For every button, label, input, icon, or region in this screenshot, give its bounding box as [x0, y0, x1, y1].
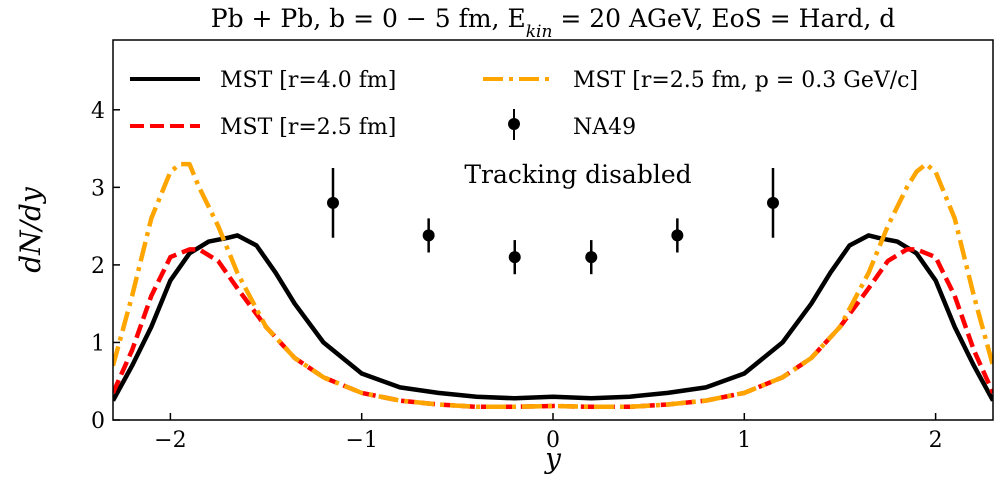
annotation-text: Tracking disabled [464, 160, 691, 189]
legend-label-mst-25-p: MST [r=2.5 fm, p = 0.3 GeV/c] [573, 68, 918, 93]
na49-data-point [585, 251, 598, 264]
x-tick-label: 1 [737, 428, 751, 453]
y-tick-label: 4 [91, 99, 105, 124]
x-axis-ticks: −2 −1 0 1 2 [154, 413, 943, 453]
series-layer [113, 161, 993, 410]
x-tick-label: 0 [546, 428, 560, 453]
legend: MST [r=4.0 fm] MST [r=2.5 fm] MST [r=2.5… [130, 68, 918, 140]
na49-data-point [767, 196, 779, 209]
series-line-mst-r-2-5-fm-p-0-3-gev-c [113, 161, 993, 410]
series-line-mst-r-4-0-fm [113, 233, 993, 402]
x-tick-label: 2 [929, 428, 943, 453]
plot-frame [112, 39, 994, 421]
legend-label-na49: NA49 [573, 115, 636, 140]
y-tick-label: 1 [91, 331, 105, 356]
y-axis-label: dN/dy [14, 186, 47, 273]
legend-label-mst-4: MST [r=4.0 fm] [220, 68, 396, 93]
legend-swatch-na49-marker [508, 118, 520, 130]
na49-data-point [327, 196, 339, 209]
na49-data-point [671, 229, 684, 242]
chart-title: Pb + Pb, b = 0 − 5 fm, Ekin = 20 AGeV, E… [211, 4, 895, 42]
na49-data-point [422, 229, 435, 242]
na49-data-point [508, 251, 521, 264]
y-tick-label: 0 [91, 409, 105, 434]
x-tick-label: −1 [345, 428, 377, 453]
y-tick-label: 3 [91, 176, 105, 201]
x-tick-label: −2 [154, 428, 186, 453]
y-axis-ticks: 0 1 2 3 4 [91, 99, 120, 434]
series-line-mst-r-2-5-fm [113, 247, 993, 410]
y-tick-label: 2 [91, 254, 105, 279]
legend-label-mst-25: MST [r=2.5 fm] [220, 115, 396, 140]
x-axis-label: y [543, 442, 562, 475]
